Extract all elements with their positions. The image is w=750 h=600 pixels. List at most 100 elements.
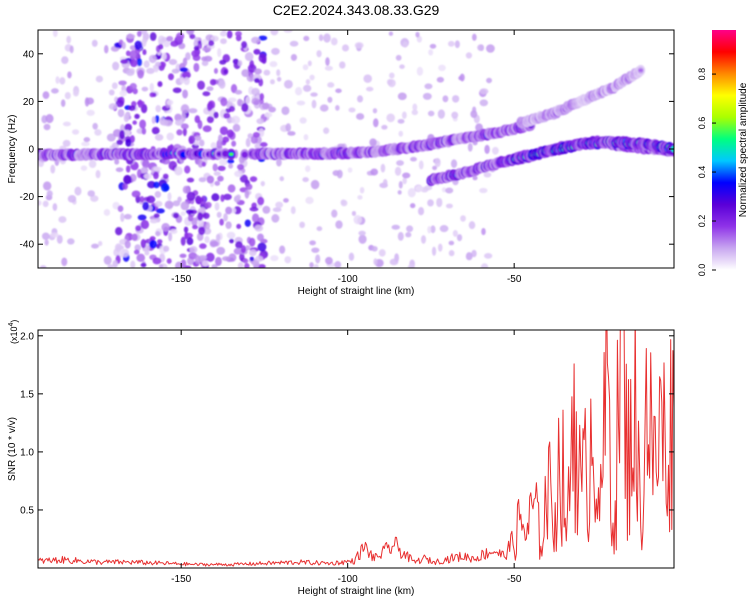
spectral-spot [391,224,400,230]
spectral-spot [139,30,148,35]
spectral-spot [225,222,231,229]
spectral-spot [124,123,133,132]
spectral-spot [323,127,330,134]
spectral-spot [193,40,199,48]
spectral-spot [108,103,118,110]
spectral-spot [166,132,175,141]
spectral-spot [157,239,163,244]
spectral-spot [45,113,54,124]
spectral-spot [452,229,458,237]
spectral-spot [186,237,194,246]
spectral-spot [397,190,402,195]
spectral-spot [302,177,309,183]
spectral-spot [357,195,363,200]
spectral-spot [137,214,147,221]
spectral-spot [471,249,477,258]
spectral-spot [439,225,449,233]
spectral-spot [91,243,99,249]
spectral-spot [299,117,307,124]
spectral-spot [151,126,160,135]
spectral-spot [452,95,460,103]
spectral-spot [219,126,228,136]
spectral-spot [388,31,394,36]
spectral-spot [424,185,433,191]
x-tick-label: -50 [507,274,522,285]
spectral-spot [205,252,215,262]
spectral-spot [289,40,299,47]
spectral-spot [249,59,255,70]
colorbar-tick-label: 0.4 [697,166,707,179]
spectral-spot [184,165,191,174]
spectral-spot [222,136,230,143]
colorbar-tick-label: 0.2 [697,215,707,228]
spectral-spot [290,206,296,215]
spectral-spot [485,44,495,53]
spectral-spot [254,68,262,75]
spectral-spot [95,75,104,83]
spectral-spot [177,196,182,203]
spectral-spot [201,56,208,62]
spectral-spot [51,88,59,94]
spectral-spot [38,200,42,206]
spectral-spot [309,74,315,81]
spectral-spot [188,108,198,114]
spectral-spot [347,167,353,173]
spectral-spot [131,233,138,241]
spectral-spot [299,221,306,229]
spectral-spot [283,198,289,203]
spectral-spot [447,40,455,47]
spectral-spot [118,80,127,86]
spectral-spot [257,196,265,206]
spectral-spot [283,30,293,33]
spectral-spot [275,201,284,209]
spectral-spot [153,166,162,172]
spectral-spot [254,224,264,232]
spectral-spot [198,207,206,214]
spectral-spot [395,54,402,61]
spectral-spot [311,99,317,109]
spectral-spot [235,31,242,37]
spectral-spot [283,79,293,89]
spectral-spot [134,113,140,120]
spectral-spot [237,98,243,107]
spectral-spot [428,49,434,56]
spectral-spot [42,91,50,99]
spectral-spot [458,75,463,81]
spectral-spot [180,201,190,211]
y-tick-label: 20 [23,97,35,108]
spectral-spot [241,102,249,113]
spectral-spot [170,40,179,47]
spectral-spot [260,180,265,187]
spectral-spot [139,119,147,129]
spectral-spot [189,245,198,254]
spectral-spot [219,218,224,226]
spectral-spot [205,221,211,230]
spectral-spot [193,45,200,51]
spectral-spot [213,67,218,74]
spectral-spot [479,187,488,194]
spectral-spot [167,192,172,201]
spectral-spot [123,113,130,123]
spectral-spot [207,101,214,111]
spectral-spot [270,255,279,262]
spectral-spot [155,231,161,237]
spectral-spot [184,232,194,239]
spectral-spot [204,201,212,209]
spectral-spot [193,140,200,146]
spectrogram-y-label: Frequency (Hz) [7,115,18,184]
spectrogram-axes: -150 -100 -50 -40 -20 0 20 40 [20,30,674,285]
spectral-spot [111,82,118,90]
spectral-spot [137,99,143,108]
spectral-spot [206,86,214,92]
spectral-spot [460,215,466,222]
spectral-spot [142,159,150,169]
spectral-spot [442,95,449,103]
spectral-spot [179,67,189,73]
spectral-spot [236,163,245,171]
spectral-spot [125,165,131,173]
spectral-spot [258,53,267,63]
spectral-spot [204,236,210,244]
ridge-core [638,68,643,73]
spectral-spot [123,174,132,185]
spectral-spot [174,119,184,126]
